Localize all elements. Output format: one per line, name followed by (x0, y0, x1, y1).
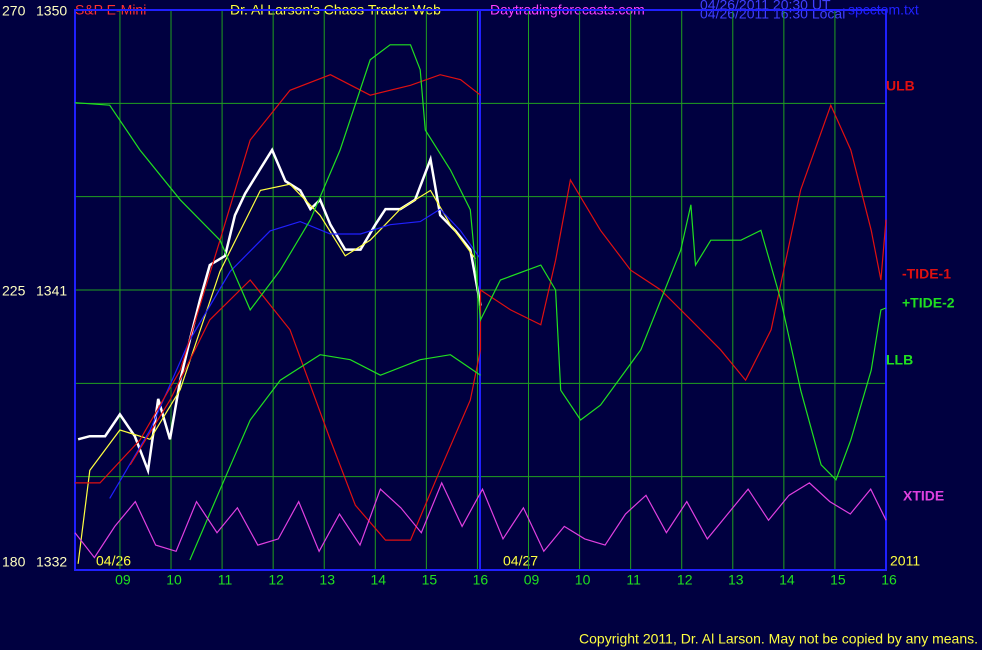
legend-label: LLB (886, 352, 913, 368)
timestamp: 04/26/2011 16:30 Local (700, 6, 845, 22)
date-label: 04/27 (503, 553, 538, 569)
y-tick-label: 1350 (36, 3, 67, 19)
x-tick-label: 11 (218, 572, 233, 588)
x-tick-label: 09 (115, 572, 131, 588)
y-tick-label: 1332 (36, 554, 67, 570)
series-line (75, 74, 481, 484)
x-tick-label: 16 (881, 572, 897, 588)
series-line (77, 183, 476, 564)
y2-tick-label: 225 (2, 283, 26, 299)
x-tick-label: 16 (473, 572, 489, 588)
y-tick-label: 1341 (36, 283, 67, 299)
y2-tick-label: 180 (2, 554, 26, 570)
x-tick-label: 09 (524, 572, 540, 588)
legend-label: +TIDE-2 (902, 295, 955, 311)
date-label: 2011 (890, 553, 920, 569)
copyright: Copyright 2011, Dr. Al Larson. May not b… (579, 631, 978, 647)
series-line (74, 481, 887, 559)
x-tick-label: 14 (779, 572, 795, 588)
x-tick-label: 10 (166, 572, 182, 588)
x-tick-label: 13 (728, 572, 744, 588)
x-tick-label: 14 (371, 572, 387, 588)
legend-label: -TIDE-1 (902, 266, 951, 282)
series-line (189, 354, 481, 561)
legend-label: ULB (886, 78, 915, 94)
legend-label: XTIDE (903, 488, 944, 504)
x-tick-label: 15 (422, 572, 438, 588)
series-line (129, 103, 887, 541)
x-tick-label: 11 (626, 572, 641, 588)
x-tick-label: 15 (830, 572, 846, 588)
date-label: 04/26 (96, 553, 131, 569)
x-tick-label: 12 (677, 572, 693, 588)
y2-tick-label: 270 (2, 3, 26, 19)
x-tick-label: 12 (268, 572, 284, 588)
x-tick-label: 10 (575, 572, 591, 588)
x-tick-label: 13 (319, 572, 335, 588)
series-line (74, 44, 887, 481)
